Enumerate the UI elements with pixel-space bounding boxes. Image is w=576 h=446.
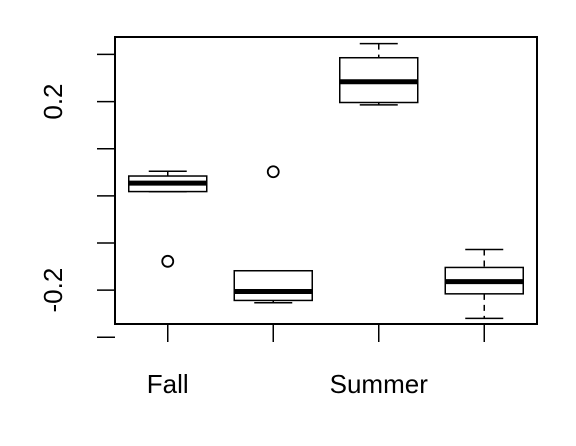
x-tick-label: Fall	[147, 369, 189, 399]
box-1	[128, 170, 208, 268]
y-tick-label: 0.2	[38, 83, 68, 119]
x-axis: Fall Summer	[147, 324, 485, 399]
box-iqr	[233, 269, 313, 302]
box-4	[444, 248, 524, 320]
outlier-point	[266, 165, 280, 179]
y-tick-label: -0.2	[38, 268, 68, 313]
plot-frame	[114, 36, 538, 325]
y-axis: -0.2 0.2	[38, 53, 115, 338]
box-series	[128, 42, 524, 320]
box-2	[233, 165, 313, 304]
outlier-point	[161, 254, 175, 268]
x-tick-label: Summer	[330, 369, 429, 399]
box-3	[339, 42, 419, 106]
